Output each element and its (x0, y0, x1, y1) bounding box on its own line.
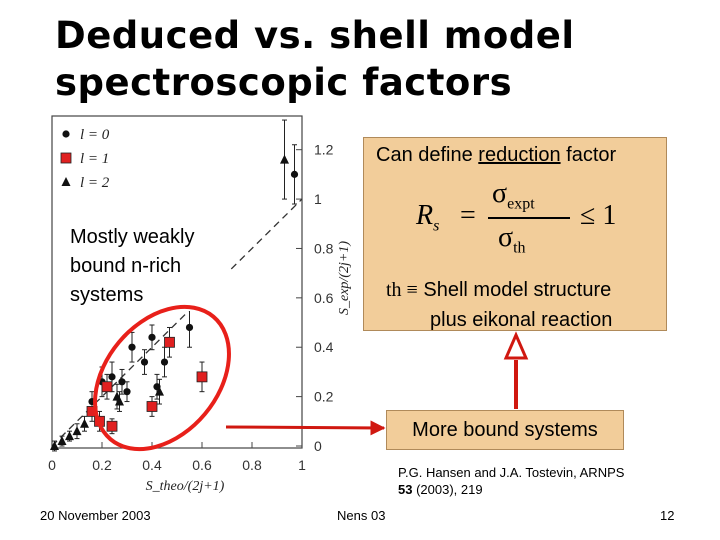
data-point (94, 415, 105, 427)
data-point (65, 431, 74, 441)
y-axis-label: S_exp/(2j+1) (337, 241, 352, 315)
th-definition: th ≡ Shell model structure (386, 279, 612, 301)
weakly-bound-callout: Mostly weakly bound n-rich systems (62, 221, 230, 311)
slide-title: Deduced vs. shell model spectroscopic fa… (55, 12, 575, 106)
y-tick-label: 0.6 (314, 290, 334, 306)
data-point (50, 441, 59, 450)
x-tick-label: 0 (48, 457, 56, 473)
data-point (160, 358, 169, 366)
data-point (57, 436, 67, 446)
legend-marker (62, 130, 70, 138)
legend-marker (60, 152, 72, 164)
x-tick-label: 0.8 (242, 457, 262, 473)
data-point (80, 418, 89, 428)
footer-center: Nens 03 (337, 508, 386, 523)
data-point (118, 378, 126, 386)
data-point (108, 373, 116, 381)
legend-label: l = 1 (80, 151, 109, 167)
data-point (146, 401, 158, 412)
x-tick-label: 0.4 (142, 457, 162, 473)
legend-label: l = 2 (80, 175, 110, 191)
reduction-factor-heading: Can define reduction factor (376, 144, 617, 166)
footer-date: 20 November 2003 (40, 508, 151, 523)
data-point (280, 154, 289, 164)
more-bound-callout: More bound systems (386, 410, 624, 450)
reference-line (51, 198, 303, 447)
x-tick-label: 0.6 (192, 457, 212, 473)
data-point (106, 420, 118, 432)
y-tick-label: 0.2 (314, 389, 334, 405)
y-tick-label: 0.4 (314, 339, 334, 355)
title-line-2: spectroscopic factors (55, 61, 513, 104)
data-point (148, 333, 156, 341)
arrow-up-head (503, 331, 529, 360)
data-point (140, 358, 149, 366)
y-tick-label: 0 (314, 438, 322, 454)
title-line-1: Deduced vs. shell model (55, 14, 575, 57)
data-point (72, 426, 82, 436)
data-point (86, 406, 98, 417)
th-definition-line-2: plus eikonal reaction (430, 309, 613, 331)
page-number: 12 (660, 508, 675, 523)
y-tick-label: 1.2 (314, 142, 334, 158)
fraction-bar (488, 217, 570, 219)
reduction-formula: Rs = σexpt σth ≤ 1 (416, 178, 617, 257)
x-axis-label: S_theo/(2j+1) (146, 479, 225, 494)
data-point (128, 343, 136, 351)
data-point (185, 323, 194, 332)
data-point (123, 388, 131, 396)
legend-marker (61, 177, 71, 186)
data-point (101, 381, 113, 393)
data-point (164, 336, 175, 348)
data-point (88, 397, 96, 406)
data-point (196, 371, 208, 383)
reduction-factor-callout: Can define reduction factor Rs = σexpt σ… (363, 137, 667, 331)
citation: P.G. Hansen and J.A. Tostevin, ARNPS 53 … (398, 465, 625, 497)
y-tick-label: 1 (314, 191, 322, 207)
data-point (290, 170, 299, 178)
x-tick-label: 0.2 (92, 457, 112, 473)
x-tick-label: 1 (298, 457, 306, 473)
legend-label: l = 0 (80, 127, 110, 143)
y-tick-label: 0.8 (314, 240, 334, 256)
